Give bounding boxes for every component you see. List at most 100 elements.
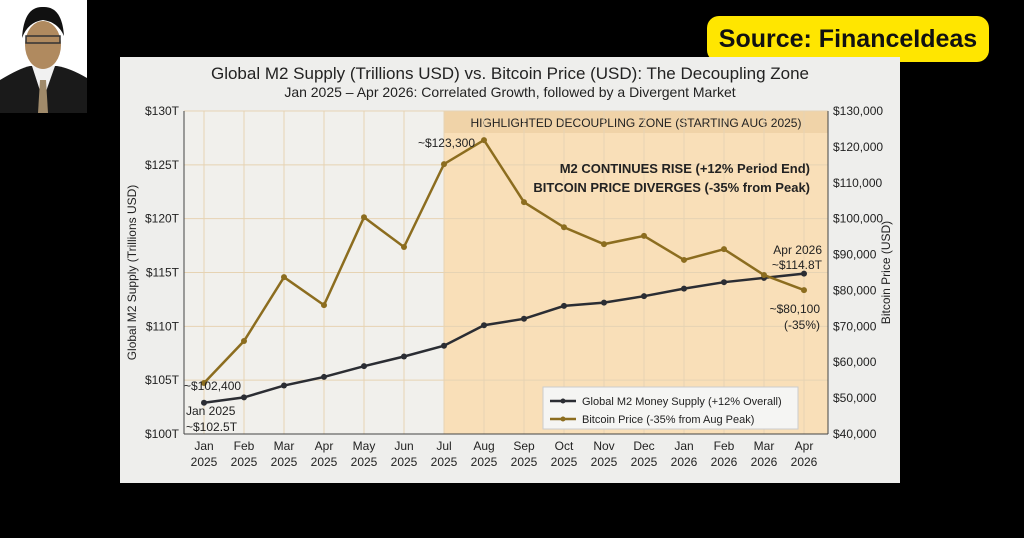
data-point bbox=[681, 256, 687, 263]
x-tick-label: 2025 bbox=[591, 455, 618, 469]
y-right-tick-label: $130,000 bbox=[833, 104, 883, 118]
legend-label: Bitcoin Price (-35% from Aug Peak) bbox=[582, 414, 754, 426]
data-point bbox=[481, 137, 487, 144]
data-point bbox=[441, 342, 447, 349]
data-point bbox=[201, 399, 207, 406]
x-tick-label: Jul bbox=[436, 439, 451, 453]
y-right-tick-label: $60,000 bbox=[833, 355, 877, 369]
x-tick-label: 2026 bbox=[711, 455, 738, 469]
y-right-tick-label: $90,000 bbox=[833, 248, 877, 262]
data-point bbox=[681, 285, 687, 292]
x-tick-label: Apr bbox=[795, 439, 814, 453]
y-left-tick-label: $115T bbox=[146, 266, 180, 280]
x-tick-label: Aug bbox=[473, 439, 494, 453]
x-tick-label: 2025 bbox=[511, 455, 538, 469]
x-tick-label: 2025 bbox=[191, 455, 218, 469]
data-point bbox=[801, 287, 807, 294]
x-tick-label: Sep bbox=[513, 439, 535, 453]
annotation-m2_end_1: Apr 2026 bbox=[773, 243, 822, 257]
y-left-tick-label: $130T bbox=[145, 104, 180, 118]
x-tick-label: 2025 bbox=[391, 455, 418, 469]
data-point bbox=[361, 214, 367, 221]
data-point bbox=[521, 315, 527, 322]
chart-card: Global M2 Supply (Trillions USD) vs. Bit… bbox=[120, 57, 900, 483]
data-point bbox=[281, 382, 287, 389]
x-tick-label: Feb bbox=[234, 439, 255, 453]
legend bbox=[542, 386, 799, 430]
y-right-tick-label: $40,000 bbox=[833, 427, 877, 441]
y-right-tick-label: $50,000 bbox=[833, 391, 877, 405]
data-point bbox=[481, 322, 487, 329]
y-right-tick-label: $120,000 bbox=[833, 140, 883, 154]
x-tick-label: 2025 bbox=[471, 455, 498, 469]
y-left-tick-label: $100T bbox=[145, 427, 180, 441]
y-left-tick-label: $125T bbox=[145, 158, 180, 172]
chart: Global M2 Supply (Trillions USD) vs. Bit… bbox=[125, 64, 893, 469]
data-point bbox=[321, 373, 327, 380]
data-point bbox=[761, 272, 767, 279]
annotation-zone_note_1: M2 CONTINUES RISE (+12% Period End) bbox=[560, 161, 810, 176]
x-tick-label: Dec bbox=[633, 439, 654, 453]
x-tick-label: May bbox=[353, 439, 376, 453]
x-tick-label: 2025 bbox=[311, 455, 338, 469]
y-left-axis-label: Global M2 Supply (Trillions USD) bbox=[125, 185, 139, 361]
annotation-m2_end_2: ~$114.8T bbox=[772, 258, 823, 272]
legend-label: Global M2 Money Supply (+12% Overall) bbox=[582, 396, 782, 408]
annotation-peak: ~$123,300 bbox=[418, 136, 475, 150]
zone-label: HIGHLIGHTED DECOUPLING ZONE (STARTING AU… bbox=[471, 116, 802, 130]
x-tick-label: 2025 bbox=[351, 455, 378, 469]
data-point bbox=[361, 363, 367, 370]
data-point bbox=[521, 199, 527, 206]
data-point bbox=[561, 302, 567, 309]
data-point bbox=[601, 241, 607, 248]
y-right-tick-label: $70,000 bbox=[833, 319, 877, 333]
x-tick-label: Jun bbox=[394, 439, 413, 453]
x-tick-label: Mar bbox=[274, 439, 295, 453]
data-point bbox=[321, 302, 327, 309]
x-tick-label: 2025 bbox=[431, 455, 458, 469]
y-right-tick-label: $80,000 bbox=[833, 283, 877, 297]
annotation-m2_start_2: ~$102.5T bbox=[186, 420, 238, 434]
x-tick-label: 2025 bbox=[551, 455, 578, 469]
data-point bbox=[801, 270, 807, 277]
annotation-m2_start_1: Jan 2025 bbox=[186, 404, 236, 418]
y-left-tick-label: $110T bbox=[146, 319, 180, 333]
x-tick-label: Jan bbox=[674, 439, 693, 453]
x-tick-label: Apr bbox=[315, 439, 334, 453]
annotation-zone_note_2: BITCOIN PRICE DIVERGES (-35% from Peak) bbox=[533, 180, 810, 195]
x-tick-label: 2025 bbox=[271, 455, 298, 469]
data-point bbox=[241, 394, 247, 401]
y-right-axis-label: Bitcoin Price (USD) bbox=[879, 221, 893, 324]
data-point bbox=[601, 299, 607, 306]
data-point bbox=[441, 161, 447, 168]
x-tick-label: Nov bbox=[593, 439, 614, 453]
source-badge: Source: FinanceIdeas bbox=[707, 16, 989, 62]
data-point bbox=[561, 224, 567, 231]
annotation-btc_end_1: ~$80,100 bbox=[770, 302, 821, 316]
chart-title: Global M2 Supply (Trillions USD) vs. Bit… bbox=[211, 64, 809, 83]
annotation-btc_end_2: (-35%) bbox=[784, 318, 820, 332]
y-right-tick-label: $100,000 bbox=[833, 212, 883, 226]
series-line-m2 bbox=[203, 272, 805, 405]
data-point bbox=[641, 232, 647, 239]
data-point bbox=[401, 244, 407, 251]
x-tick-label: 2026 bbox=[791, 455, 818, 469]
data-point bbox=[721, 246, 727, 253]
chart-subtitle: Jan 2025 – Apr 2026: Correlated Growth, … bbox=[284, 84, 735, 100]
x-tick-label: Mar bbox=[754, 439, 775, 453]
y-left-tick-label: $120T bbox=[145, 212, 180, 226]
y-left-tick-label: $105T bbox=[145, 373, 180, 387]
x-tick-label: 2026 bbox=[671, 455, 698, 469]
x-tick-label: Jan bbox=[194, 439, 213, 453]
series-line-bitcoin bbox=[203, 138, 805, 384]
x-tick-label: 2025 bbox=[231, 455, 258, 469]
annotation-btc_start: ~$102,400 bbox=[184, 379, 241, 393]
x-tick-label: 2026 bbox=[751, 455, 778, 469]
x-tick-label: Feb bbox=[714, 439, 735, 453]
author-photo bbox=[0, 0, 87, 113]
x-tick-label: Oct bbox=[555, 439, 574, 453]
data-point bbox=[401, 353, 407, 360]
data-point bbox=[721, 279, 727, 286]
data-point bbox=[241, 338, 247, 345]
